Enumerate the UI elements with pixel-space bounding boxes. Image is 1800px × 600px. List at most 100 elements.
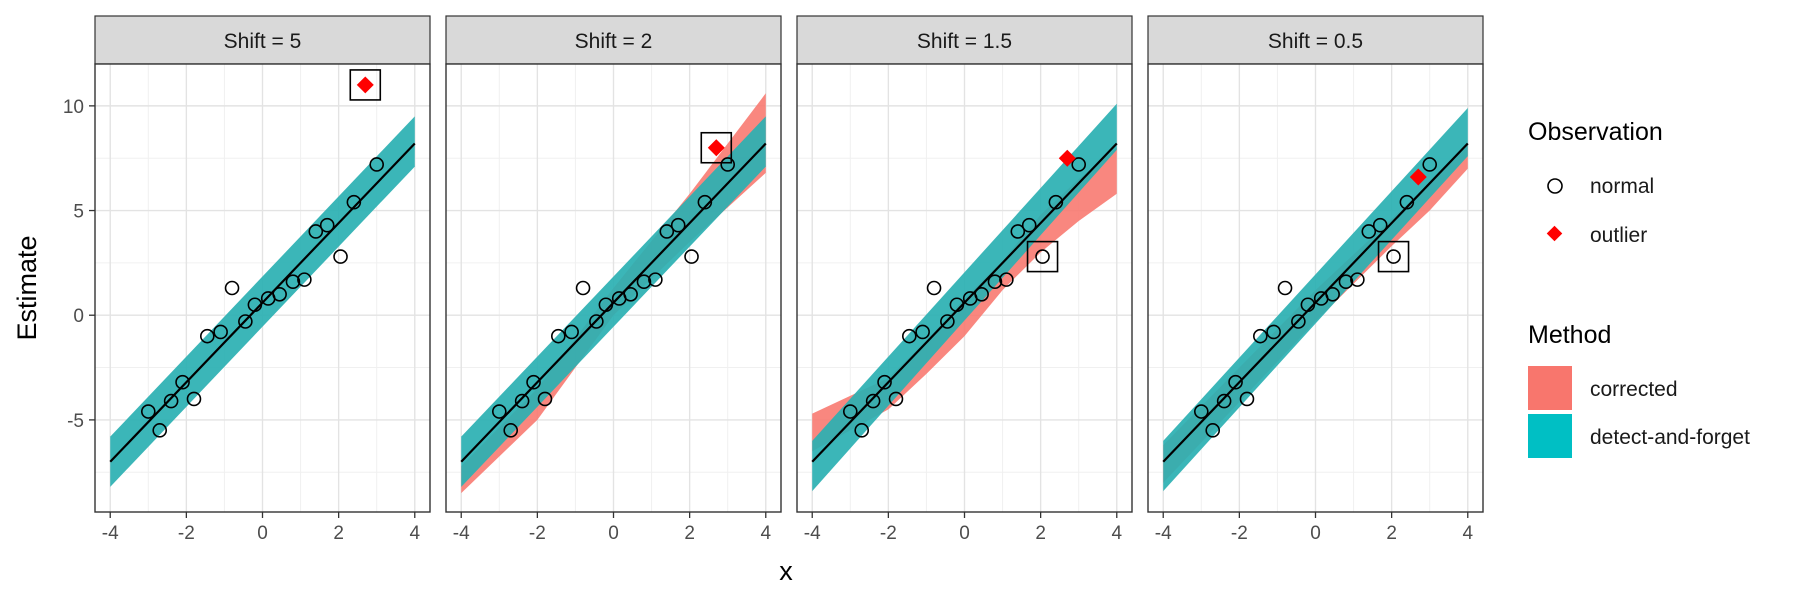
- normal-point: [1205, 423, 1221, 438]
- normal-point: [333, 249, 348, 264]
- normal-point: [1216, 393, 1232, 409]
- y-tick-label: 0: [73, 306, 84, 327]
- normal-point: [974, 286, 989, 302]
- facet-strip: [445, 15, 782, 65]
- normal-point: [1300, 297, 1316, 313]
- highlight-box: [349, 69, 382, 101]
- x-tick-label: 4: [1462, 523, 1473, 544]
- normal-point: [272, 286, 287, 302]
- normal-point: [175, 374, 190, 390]
- normal-point: [940, 314, 955, 329]
- normal-point: [238, 314, 253, 329]
- x-tick-label: -2: [880, 523, 897, 544]
- normal-point: [319, 217, 335, 233]
- x-tick-label: -4: [453, 523, 470, 544]
- normal-point: [1422, 157, 1438, 172]
- facet-panel-4: Shift = 0.5 -4 -2 0 2 4: [1147, 15, 1484, 544]
- facet-panel-2: Shift = 2 -4 -2 0 2 4: [445, 15, 782, 544]
- highlight-box: [700, 131, 733, 164]
- normal-point: [369, 157, 385, 172]
- normal-point: [1010, 224, 1026, 239]
- normal-point: [491, 404, 507, 419]
- normal-point: [623, 286, 638, 302]
- normal-point: [1239, 391, 1255, 407]
- normal-point: [575, 280, 591, 296]
- normal-point: [865, 393, 881, 409]
- legend-corrected-label: corrected: [1590, 378, 1678, 401]
- x-tick-label: -4: [804, 523, 821, 544]
- normal-point: [1193, 404, 1209, 419]
- normal-point: [1021, 217, 1037, 233]
- normal-point: [163, 393, 179, 409]
- normal-point: [247, 297, 263, 313]
- x-tick-label: 4: [1111, 523, 1122, 544]
- legend-method-title: Method: [1528, 321, 1611, 349]
- normal-point: [648, 272, 663, 287]
- normal-point: [200, 328, 215, 344]
- normal-point: [297, 272, 312, 287]
- normal-point: [1035, 249, 1050, 264]
- legend-normal-key: [1547, 178, 1563, 194]
- normal-point: [285, 274, 301, 290]
- normal-point: [564, 324, 579, 340]
- normal-point: [526, 374, 541, 390]
- highlight-box: [1026, 240, 1059, 273]
- facet-strip-label: Shift = 2: [575, 30, 653, 53]
- normal-point: [659, 224, 675, 239]
- normal-point: [1338, 274, 1354, 290]
- normal-point: [697, 194, 713, 210]
- x-tick-label: -2: [1231, 523, 1248, 544]
- normal-point: [152, 423, 168, 438]
- normal-point: [902, 328, 917, 344]
- normal-point: [888, 391, 904, 407]
- normal-point: [1253, 328, 1268, 344]
- normal-point: [1350, 272, 1365, 287]
- facet-panel-1: Shift = 5 -4 -2 0 2 4 -5 0 5 10: [63, 15, 431, 544]
- normal-point: [551, 328, 566, 344]
- normal-point: [308, 224, 324, 239]
- normal-point: [213, 324, 228, 340]
- legend-outlier-key: [1546, 225, 1563, 242]
- facet-strip: [94, 15, 431, 65]
- y-axis-title: Estimate: [12, 235, 42, 340]
- normal-point: [987, 274, 1003, 290]
- legend-outlier-label: outlier: [1590, 224, 1647, 247]
- x-axis-title: x: [779, 556, 793, 586]
- normal-point: [514, 393, 530, 409]
- normal-point: [186, 391, 202, 407]
- normal-point: [684, 249, 699, 264]
- normal-point: [346, 194, 362, 210]
- normal-point: [877, 374, 892, 390]
- normal-point: [1325, 286, 1340, 302]
- normal-point: [842, 404, 858, 419]
- normal-point: [1399, 194, 1415, 210]
- normal-point: [589, 314, 604, 329]
- x-tick-label: 2: [1035, 523, 1046, 544]
- y-tick-label: 10: [63, 97, 84, 118]
- normal-point: [949, 297, 965, 313]
- normal-point: [915, 324, 930, 340]
- x-tick-label: -4: [1155, 523, 1172, 544]
- x-tick-label: 4: [760, 523, 771, 544]
- facet-strip-label: Shift = 0.5: [1268, 30, 1363, 53]
- normal-point: [926, 280, 942, 296]
- outlier-point: [707, 139, 725, 157]
- x-tick-label: -2: [529, 523, 546, 544]
- y-tick-label: 5: [73, 202, 84, 223]
- x-tick-label: 2: [684, 523, 695, 544]
- x-tick-label: -2: [178, 523, 195, 544]
- normal-point: [1071, 157, 1087, 172]
- normal-point: [999, 272, 1014, 287]
- facet-panel-3: Shift = 1.5 -4 -2 0 2 4: [796, 15, 1133, 544]
- x-tick-label: 0: [257, 523, 268, 544]
- outlier-point: [356, 76, 374, 94]
- normal-point: [1361, 224, 1377, 239]
- facet-strip-label: Shift = 5: [224, 30, 302, 53]
- normal-point: [503, 423, 519, 438]
- x-tick-label: 0: [1310, 523, 1321, 544]
- legend-detect-and-forget-label: detect-and-forget: [1590, 426, 1750, 449]
- normal-point: [598, 297, 614, 313]
- legend: Observation normal outlier Method correc…: [1528, 118, 1750, 458]
